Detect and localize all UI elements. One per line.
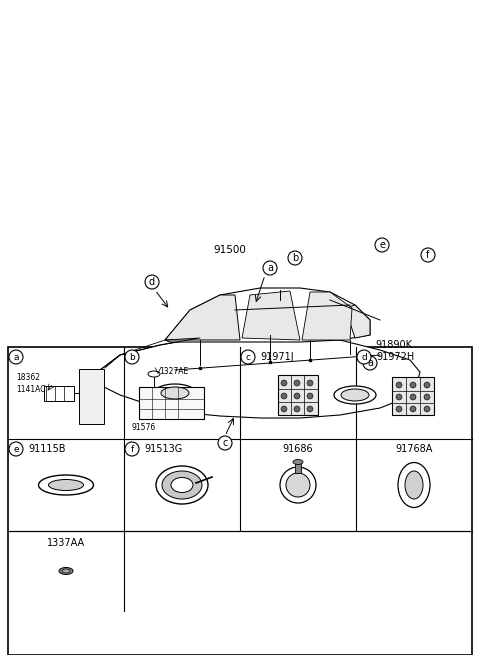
Ellipse shape <box>293 460 303 464</box>
Polygon shape <box>165 288 370 342</box>
Text: a: a <box>367 358 373 368</box>
Bar <box>79 369 104 424</box>
Circle shape <box>396 406 402 412</box>
Ellipse shape <box>405 471 423 499</box>
Circle shape <box>218 436 232 450</box>
Ellipse shape <box>154 384 196 402</box>
Text: 1327AE: 1327AE <box>159 367 188 377</box>
Ellipse shape <box>62 569 70 573</box>
Circle shape <box>307 380 313 386</box>
Circle shape <box>307 406 313 412</box>
Ellipse shape <box>38 475 94 495</box>
Text: 91768A: 91768A <box>396 444 432 454</box>
Bar <box>139 387 204 419</box>
Circle shape <box>357 350 371 364</box>
Ellipse shape <box>334 386 376 404</box>
Circle shape <box>9 442 23 456</box>
Circle shape <box>294 406 300 412</box>
Circle shape <box>281 406 287 412</box>
Text: 91890K: 91890K <box>375 340 412 350</box>
Text: c: c <box>222 438 228 448</box>
Circle shape <box>145 275 159 289</box>
Text: 1337AA: 1337AA <box>47 538 85 548</box>
Text: e: e <box>379 240 385 250</box>
Text: 91971J: 91971J <box>260 352 294 362</box>
Circle shape <box>263 261 277 275</box>
Ellipse shape <box>171 477 193 493</box>
Ellipse shape <box>398 462 430 508</box>
Circle shape <box>241 350 255 364</box>
Text: 91513G: 91513G <box>144 444 182 454</box>
Circle shape <box>286 473 310 497</box>
Text: d: d <box>361 352 367 362</box>
Ellipse shape <box>59 567 73 574</box>
Circle shape <box>125 442 139 456</box>
Ellipse shape <box>162 471 202 499</box>
Text: b: b <box>129 352 135 362</box>
Bar <box>295 463 301 473</box>
Circle shape <box>424 406 430 412</box>
Circle shape <box>424 394 430 400</box>
Circle shape <box>280 467 316 503</box>
Circle shape <box>410 382 416 388</box>
Circle shape <box>363 356 377 370</box>
Circle shape <box>294 380 300 386</box>
Bar <box>392 377 434 415</box>
Circle shape <box>288 251 302 265</box>
Bar <box>8 347 472 655</box>
Text: e: e <box>13 445 19 453</box>
Ellipse shape <box>148 371 160 377</box>
Text: b: b <box>292 253 298 263</box>
Circle shape <box>410 394 416 400</box>
Polygon shape <box>302 292 352 340</box>
Ellipse shape <box>156 466 208 504</box>
Bar <box>44 386 74 401</box>
Text: 91500: 91500 <box>214 245 246 255</box>
Text: a: a <box>13 352 19 362</box>
Text: f: f <box>131 445 133 453</box>
Circle shape <box>424 382 430 388</box>
Polygon shape <box>98 335 420 418</box>
Text: c: c <box>245 352 251 362</box>
Text: d: d <box>149 277 155 287</box>
Bar <box>278 375 318 415</box>
Circle shape <box>421 248 435 262</box>
Text: 91686: 91686 <box>283 444 313 454</box>
Text: a: a <box>267 263 273 273</box>
Ellipse shape <box>48 479 84 491</box>
Ellipse shape <box>161 387 189 399</box>
Polygon shape <box>165 295 240 340</box>
Circle shape <box>294 393 300 399</box>
Text: f: f <box>426 250 430 260</box>
Text: 18362: 18362 <box>16 373 40 381</box>
Text: 91576: 91576 <box>132 422 156 432</box>
Circle shape <box>125 350 139 364</box>
Circle shape <box>375 238 389 252</box>
Polygon shape <box>345 305 370 338</box>
Text: 91115B: 91115B <box>28 444 65 454</box>
Circle shape <box>396 394 402 400</box>
Circle shape <box>396 382 402 388</box>
Polygon shape <box>242 291 300 340</box>
Text: 91972H: 91972H <box>376 352 414 362</box>
Text: 1141AC: 1141AC <box>16 384 46 394</box>
Circle shape <box>410 406 416 412</box>
Circle shape <box>9 350 23 364</box>
Circle shape <box>281 380 287 386</box>
Circle shape <box>307 393 313 399</box>
Ellipse shape <box>341 389 369 401</box>
Circle shape <box>281 393 287 399</box>
